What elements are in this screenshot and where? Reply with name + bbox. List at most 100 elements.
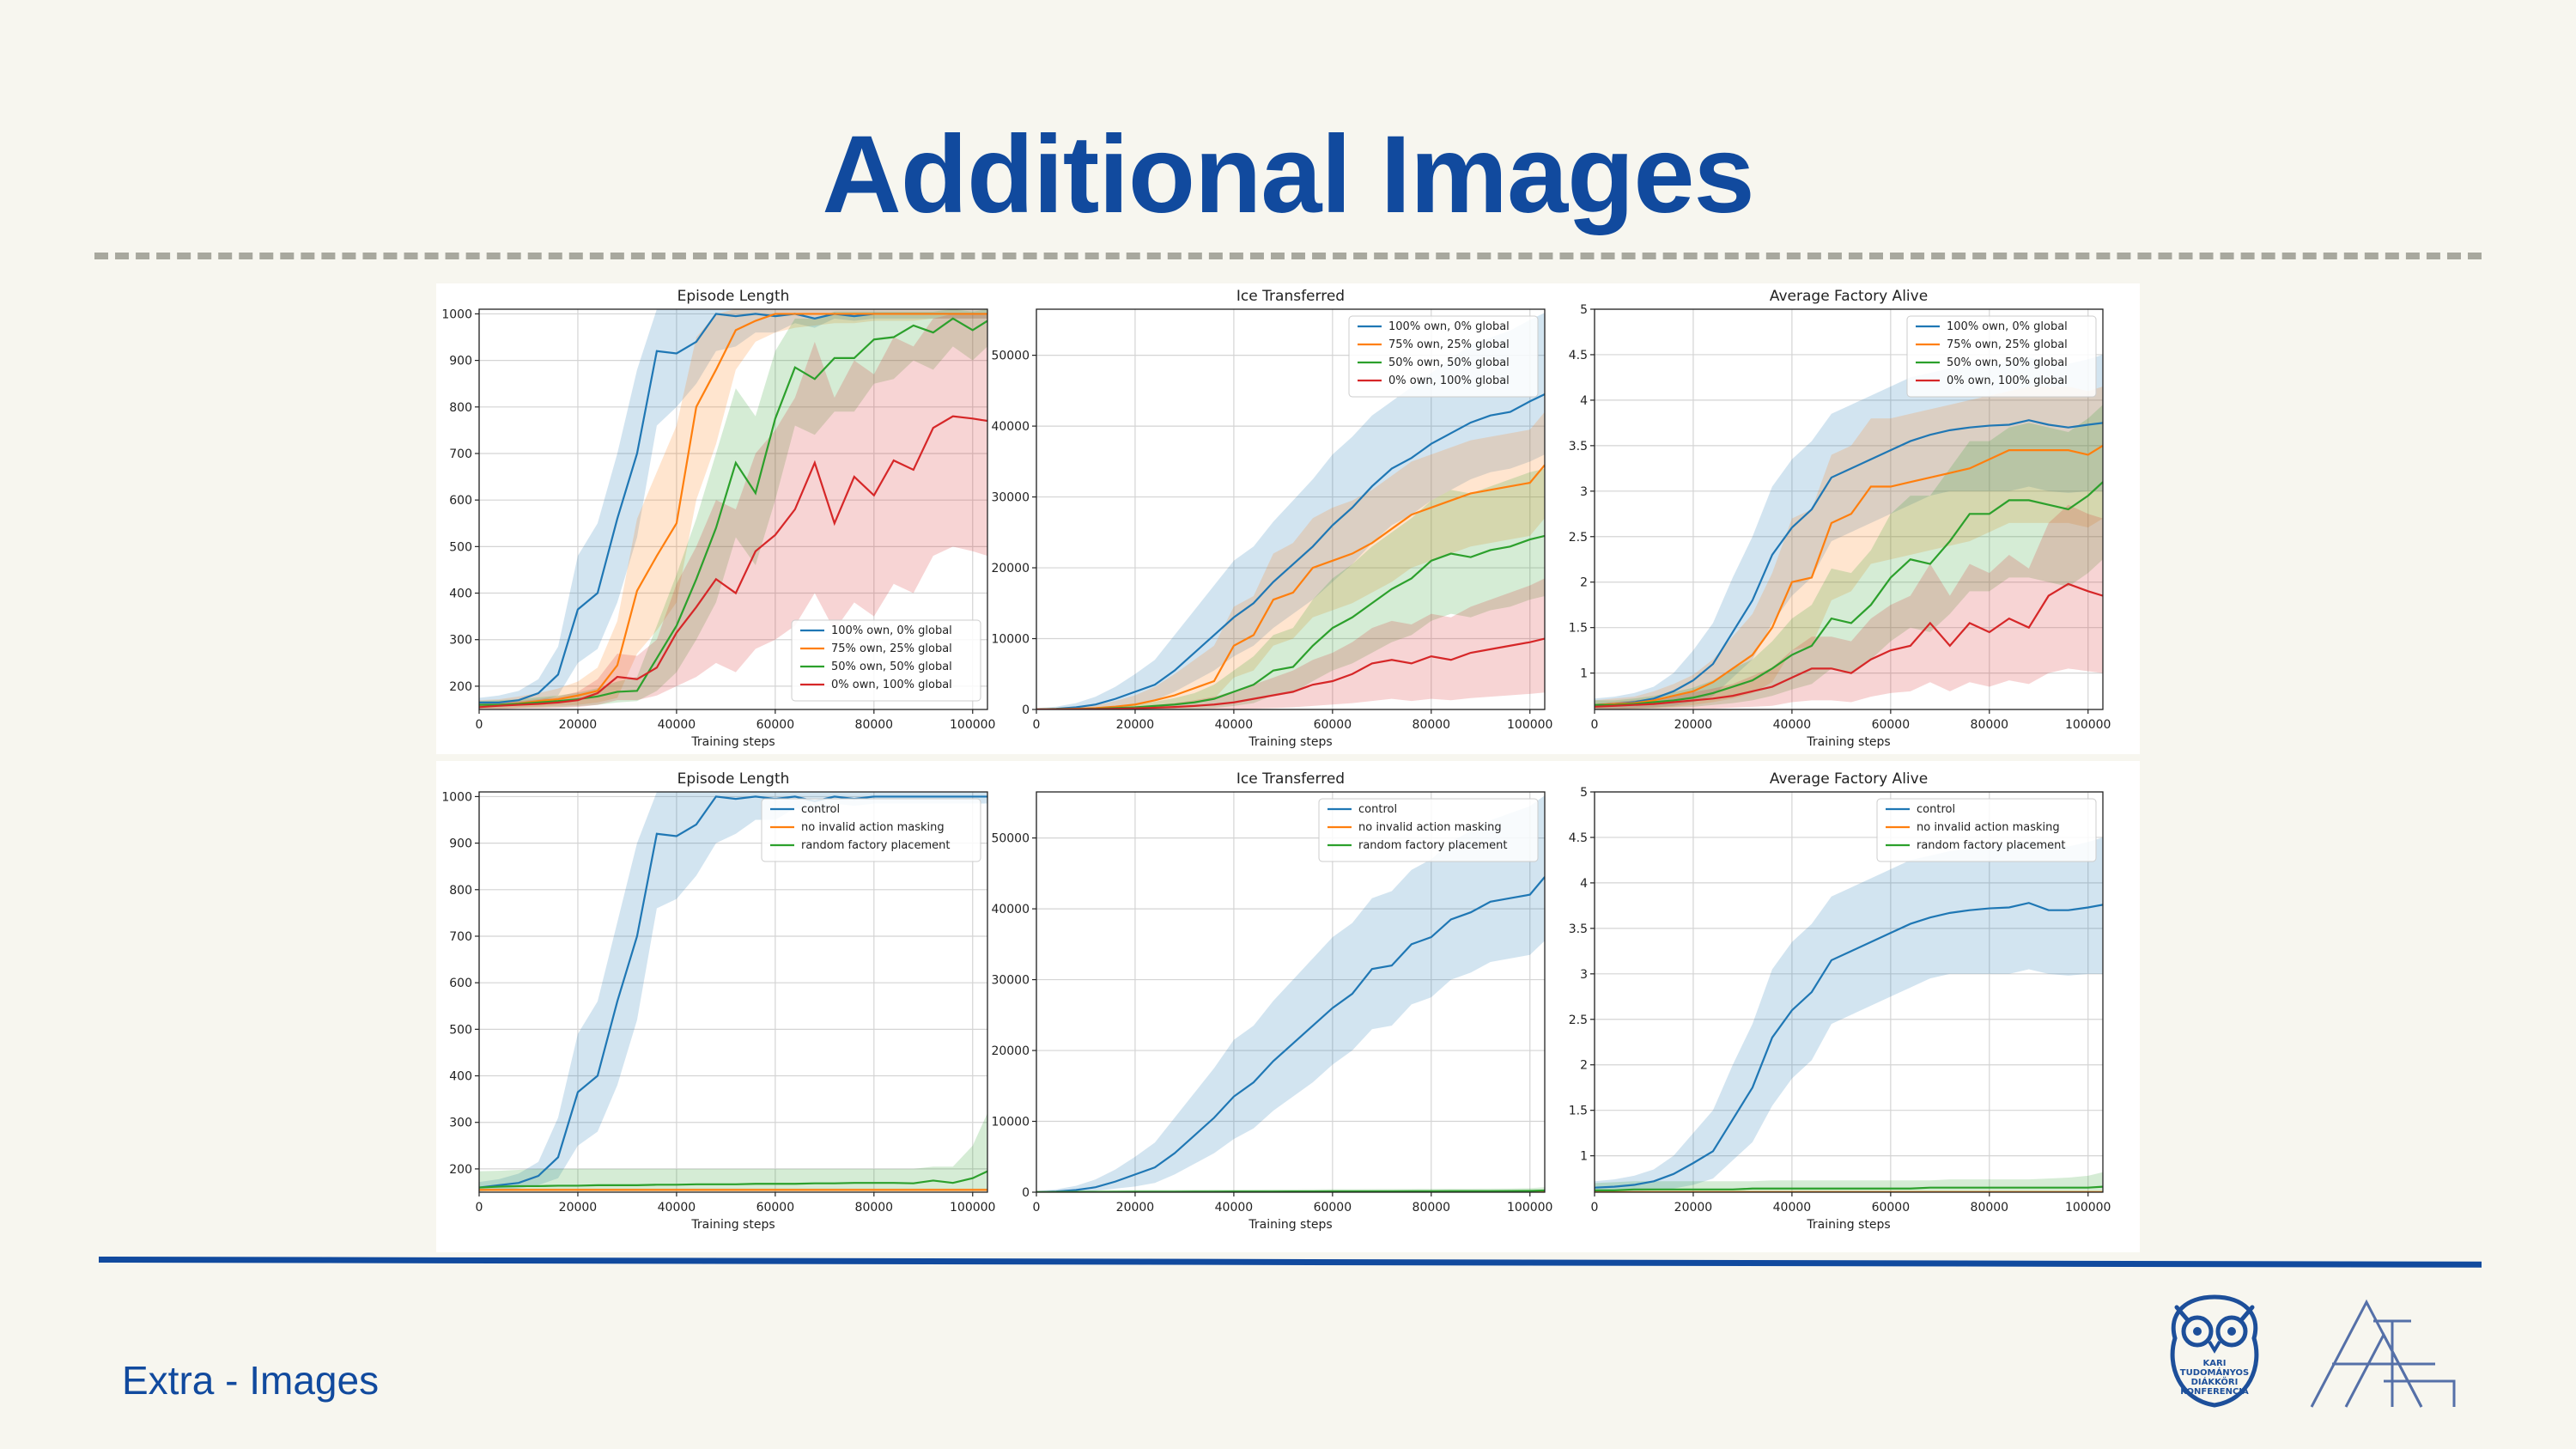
plot-frame — [1594, 308, 2104, 710]
y-tick-label: 4 — [1580, 877, 1588, 891]
legend-entry: 0% own, 100% global — [831, 679, 952, 691]
charts-figure: 0 20000 40000 60000 80000 1000002003004005006… — [436, 288, 2140, 1232]
y-tick-label: 30000 — [991, 491, 1030, 505]
y-tick-label: 0 — [1022, 703, 1030, 717]
series-line — [1595, 1185, 2103, 1191]
legend-box — [1876, 798, 2097, 862]
y-tick-label: 30000 — [991, 974, 1030, 988]
x-tick-label: 20000 — [1116, 718, 1155, 732]
y-tick-label: 200 — [449, 1163, 472, 1177]
x-tick-label: 60000 — [756, 1201, 795, 1215]
y-tick-label: 40000 — [991, 903, 1030, 916]
x-tick-label: 80000 — [1413, 718, 1451, 732]
x-tick-label: 100000 — [1507, 718, 1552, 732]
chart-title: Ice Transferred — [1236, 770, 1345, 788]
legend: 100% own, 0% global 75% own, 25% global 50… — [1348, 315, 1539, 398]
ai-logo: AI — [2310, 1299, 2456, 1408]
legend-entry: control — [801, 803, 840, 816]
legend-box — [761, 798, 981, 862]
y-tick-label: 20000 — [991, 562, 1030, 575]
legend-box — [1348, 315, 1539, 398]
y-tick-label: 800 — [449, 401, 472, 415]
x-tick-label: 20000 — [559, 718, 598, 732]
legend-entry: 75% own, 25% global — [1947, 338, 2068, 351]
series-band — [1595, 405, 2103, 709]
owl-logo: KARI TUDOMÁNYOS DIÁKKÖRI KONFERENCIA — [2170, 1294, 2259, 1408]
y-tick-label: 2.5 — [1569, 531, 1588, 545]
series-line — [479, 317, 987, 706]
series-line — [1595, 444, 2103, 706]
legend-entry: 50% own, 50% global — [831, 661, 952, 673]
series-line — [1595, 481, 2103, 706]
y-tick-label: 300 — [449, 634, 472, 648]
series-band — [1036, 578, 1545, 709]
y-tick-label: 20000 — [991, 1044, 1030, 1058]
figure-row-gap — [436, 754, 2140, 761]
x-tick-label: 0 — [1033, 718, 1041, 732]
legend-entry: 0% own, 100% global — [1388, 374, 1510, 387]
y-tick-label: 0 — [1022, 1186, 1030, 1200]
legend-box — [1318, 798, 1539, 862]
y-tick-label: 2.5 — [1569, 1014, 1588, 1027]
series-band — [1595, 837, 2103, 1192]
plot-frame — [478, 791, 988, 1193]
y-tick-label: 3.5 — [1569, 440, 1588, 454]
y-tick-label: 1000 — [441, 790, 472, 804]
legend: 100% own, 0% global 75% own, 25% global 50… — [1906, 315, 2097, 398]
series-line — [1595, 419, 2103, 706]
x-tick-label: 40000 — [1215, 1201, 1254, 1215]
owl-logo-line: KONFERENCIA — [2180, 1387, 2249, 1397]
y-tick-label: 700 — [449, 447, 472, 461]
plot-frame — [478, 308, 988, 710]
series-line — [479, 415, 987, 709]
chart-2: 0 20000 40000 60000 80000 100000 0 10000 20000 30… — [991, 288, 1552, 749]
x-tick-label: 60000 — [756, 718, 795, 732]
x-tick-label: 100000 — [950, 718, 995, 732]
dashed-divider — [94, 253, 2482, 259]
x-axis-label: Training steps — [1806, 735, 1890, 749]
legend-entry: 100% own, 0% global — [1388, 320, 1510, 333]
y-tick-label: 3 — [1580, 968, 1588, 982]
x-axis-label: Training steps — [1248, 1218, 1332, 1232]
series-line — [1595, 582, 2103, 708]
y-tick-label: 200 — [449, 680, 472, 694]
y-tick-label: 2 — [1580, 576, 1588, 590]
series-band — [479, 309, 987, 708]
y-tick-label: 5 — [1580, 303, 1588, 317]
figure-panel: 0 20000 40000 60000 80000 100000 200 300 400 500 6… — [436, 283, 2140, 1252]
x-tick-label: 80000 — [855, 718, 894, 732]
y-tick-label: 800 — [449, 884, 472, 898]
chart-title: Average Factory Alive — [1770, 770, 1928, 788]
y-tick-label: 10000 — [991, 1116, 1030, 1129]
series-line — [479, 313, 987, 706]
legend: control no invalid action masking random f… — [761, 798, 981, 862]
x-tick-label: 60000 — [1872, 718, 1911, 732]
legend: control no invalid action masking random f… — [1876, 798, 2097, 862]
y-tick-label: 50000 — [991, 832, 1030, 846]
chart-1: 0 20000 40000 60000 80000 100000 200 300 400 500 6… — [441, 288, 995, 749]
x-tick-label: 80000 — [1413, 1201, 1451, 1215]
legend-entry: random factory placement — [1358, 839, 1507, 852]
x-tick-label: 0 — [1591, 718, 1599, 732]
y-tick-label: 4.5 — [1569, 349, 1588, 362]
x-tick-label: 0 — [1033, 1201, 1041, 1215]
x-tick-label: 0 — [476, 718, 483, 732]
y-tick-label: 600 — [449, 977, 472, 990]
plot-frame — [1594, 791, 2104, 1193]
y-tick-label: 500 — [449, 540, 472, 554]
y-tick-label: 4 — [1580, 394, 1588, 408]
owl-logo-line: KARI — [2203, 1359, 2227, 1368]
legend-entry: control — [1358, 803, 1397, 816]
x-axis-label: Training steps — [690, 735, 775, 749]
series-line — [1036, 464, 1545, 709]
x-tick-label: 40000 — [658, 1201, 696, 1215]
y-tick-label: 900 — [449, 837, 472, 851]
y-tick-label: 300 — [449, 1117, 472, 1130]
chart-title: Episode Length — [677, 770, 790, 788]
y-tick-label: 1 — [1580, 667, 1588, 681]
legend-box — [1906, 315, 2097, 398]
x-tick-label: 20000 — [1674, 1201, 1713, 1215]
series-line — [1036, 637, 1545, 709]
plot-frame — [1036, 308, 1546, 710]
chart-6: 0 20000 40000 60000 80000 100000 1 1.5 2 2.5 3 3.5 4… — [1569, 770, 2111, 1232]
